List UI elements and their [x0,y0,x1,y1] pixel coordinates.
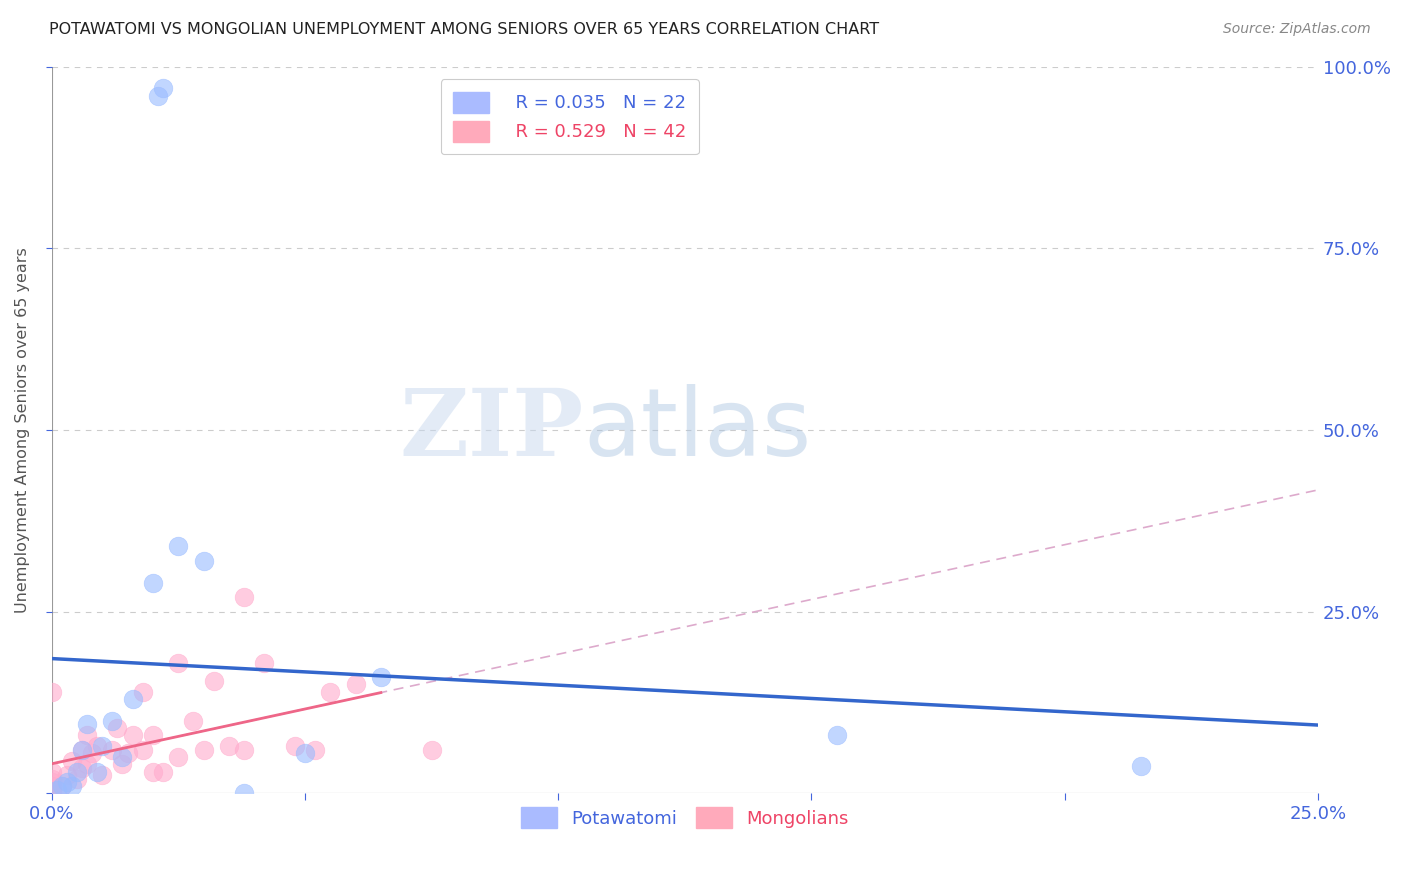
Point [233,743,256,757]
Point [91,768,114,782]
Point [319,684,342,698]
Point [825,728,848,742]
Point [60,754,83,768]
Point [51,779,73,793]
Point [80,747,103,761]
Point [142,728,165,742]
Point [66,772,89,786]
Text: atlas: atlas [583,384,811,476]
Point [41,779,63,793]
Point [55,768,77,782]
Text: ZIP: ZIP [399,385,583,475]
Point [76,757,98,772]
Point [1129,758,1152,772]
Point [233,590,256,604]
Point [193,743,215,757]
Point [51,779,73,793]
Point [55,775,77,789]
Point [218,739,240,753]
Point [294,747,316,761]
Point [101,714,124,728]
Point [60,779,83,793]
Point [70,743,93,757]
Point [111,757,134,772]
Point [202,673,225,688]
Point [142,575,165,590]
Point [132,743,155,757]
Point [41,786,63,800]
Point [41,782,63,797]
Point [152,764,174,779]
Point [284,739,307,753]
Point [76,717,98,731]
Point [91,739,114,753]
Point [253,656,276,670]
Legend: Potawatomi, Mongolians: Potawatomi, Mongolians [515,800,856,835]
Text: Source: ZipAtlas.com: Source: ZipAtlas.com [1223,22,1371,37]
Point [41,684,63,698]
Point [304,743,326,757]
Point [370,670,392,684]
Point [146,88,169,103]
Point [66,764,89,779]
Point [167,656,190,670]
Point [142,764,165,779]
Point [86,764,108,779]
Point [167,539,190,553]
Point [76,728,98,742]
Point [101,743,124,757]
Y-axis label: Unemployment Among Seniors over 65 years: Unemployment Among Seniors over 65 years [15,247,30,613]
Point [111,750,134,764]
Point [117,747,139,761]
Point [167,750,190,764]
Point [132,684,155,698]
Point [41,772,63,786]
Point [152,81,174,95]
Point [105,721,128,735]
Point [41,764,63,779]
Point [121,728,143,742]
Point [183,714,205,728]
Point [344,677,367,691]
Point [86,739,108,753]
Point [70,743,93,757]
Point [121,691,143,706]
Point [233,786,256,800]
Point [41,775,63,789]
Point [45,782,67,797]
Point [193,554,215,568]
Point [420,743,443,757]
Point [70,761,93,775]
Text: POTAWATOMI VS MONGOLIAN UNEMPLOYMENT AMONG SENIORS OVER 65 YEARS CORRELATION CHA: POTAWATOMI VS MONGOLIAN UNEMPLOYMENT AMO… [49,22,879,37]
